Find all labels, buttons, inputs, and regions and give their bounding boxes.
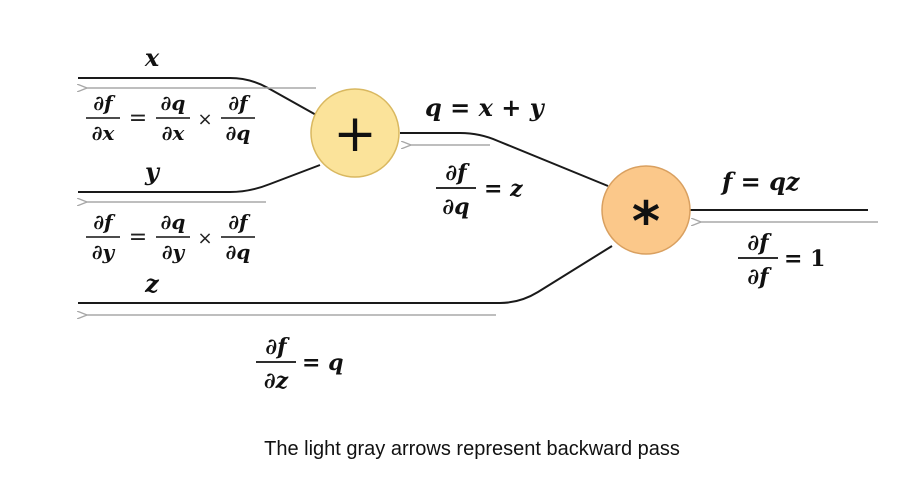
- dfdy-mid-den: ∂y: [162, 240, 186, 264]
- q-equation: q = x + y: [425, 93, 546, 122]
- dfdq-rhs: = z: [484, 176, 523, 202]
- x-label: x: [144, 43, 160, 72]
- dfdx-mid-num: ∂q: [161, 91, 186, 115]
- dfdz-rhs: = q: [302, 350, 343, 376]
- gradient-dfdx: ∂f ∂x = ∂q ∂x × ∂f ∂q: [86, 91, 255, 145]
- dfdy-lhs-den: ∂y: [92, 240, 116, 264]
- dfdz-den: ∂z: [264, 368, 289, 394]
- add-node-circle: [310, 88, 400, 178]
- dfdx-rhs-num: ∂f: [228, 91, 251, 115]
- mul-node-symbol: *: [632, 190, 660, 253]
- dfdy-times: ×: [197, 228, 212, 249]
- gradient-dfdy: ∂f ∂y = ∂q ∂y × ∂f ∂q: [86, 210, 255, 264]
- f-equation: f = qz: [720, 167, 801, 196]
- dfdf-rhs: = 1: [784, 246, 825, 272]
- gradient-dfdq: ∂f ∂q = z: [436, 160, 523, 220]
- gradient-dfdz: ∂f ∂z = q: [256, 334, 343, 394]
- add-node-symbol: +: [333, 104, 377, 164]
- mul-node-circle: [601, 165, 691, 255]
- dfdq-den: ∂q: [442, 194, 469, 220]
- y-label: y: [144, 157, 161, 186]
- q-line: [400, 132, 609, 187]
- caption: The light gray arrows represent backward…: [264, 438, 680, 460]
- y-input-line: [78, 164, 321, 193]
- dfdy-eq: =: [129, 225, 147, 250]
- add-node: +: [310, 88, 400, 178]
- dfdf-den: ∂f: [747, 264, 772, 290]
- dfdx-lhs-den: ∂x: [92, 121, 116, 145]
- mul-node: *: [601, 165, 691, 255]
- dfdx-lhs-num: ∂f: [93, 91, 116, 115]
- dfdx-eq: =: [129, 106, 147, 131]
- dfdx-mid-den: ∂x: [162, 121, 186, 145]
- dfdx-times: ×: [197, 109, 212, 130]
- dfdy-rhs-den: ∂q: [226, 240, 251, 264]
- dfdf-num: ∂f: [747, 230, 772, 256]
- dfdy-mid-num: ∂q: [161, 210, 186, 234]
- dfdy-rhs-num: ∂f: [228, 210, 251, 234]
- gradient-dfdf: ∂f ∂f = 1: [738, 230, 825, 290]
- dfdx-rhs-den: ∂q: [226, 121, 251, 145]
- dfdq-num: ∂f: [445, 160, 470, 186]
- dfdz-num: ∂f: [265, 334, 290, 360]
- z-label: z: [144, 269, 160, 298]
- dfdy-lhs-num: ∂f: [93, 210, 116, 234]
- z-input-line: [78, 245, 613, 304]
